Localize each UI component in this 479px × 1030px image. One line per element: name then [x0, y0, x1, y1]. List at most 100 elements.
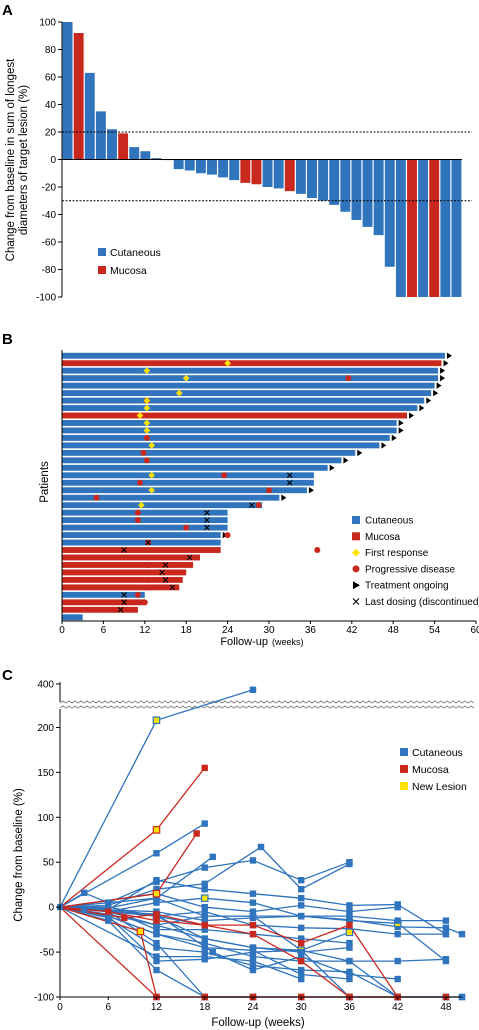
b-patient-bar	[62, 606, 138, 613]
c-data-point	[153, 917, 160, 924]
panel-c-axis-break	[59, 682, 475, 709]
c-data-point	[298, 939, 305, 947]
b-treatment-ongoing-marker	[391, 434, 397, 442]
c-ytick-label: 50	[43, 858, 55, 869]
b-patient-bar	[62, 412, 407, 419]
panel-c: C Change from baseline (%) 400 200 150 100 5…	[2, 667, 475, 1029]
c-data-point	[346, 912, 353, 920]
b-treatment-ongoing-marker	[398, 419, 404, 427]
b-xtick-label: 54	[429, 625, 441, 636]
c-new-lesion-point	[152, 716, 161, 725]
c-new-lesion-point	[345, 928, 354, 937]
a-bar	[229, 159, 240, 181]
a-ytick-label: -80	[42, 265, 57, 276]
b-xtick-label: 24	[222, 625, 234, 636]
panel-c-ylabel: Change from baseline (%)	[13, 788, 25, 922]
a-bar	[95, 111, 106, 160]
c-data-point	[298, 975, 305, 983]
c-data-point	[121, 914, 128, 922]
b-patient-bar	[62, 449, 356, 456]
c-data-point	[201, 939, 208, 947]
a-ytick-label: -20	[42, 183, 57, 194]
c-data-point	[201, 885, 208, 893]
c-xtick-label: 12	[151, 1002, 163, 1013]
c-series-line-cutaneous	[59, 897, 463, 935]
c-data-point	[201, 820, 208, 827]
b-treatment-ongoing-marker	[419, 404, 425, 412]
b-xtick-label: 30	[263, 625, 275, 636]
c-data-point	[201, 921, 208, 929]
b-progression-marker	[143, 457, 150, 464]
c-data-point	[298, 912, 305, 920]
a-bar	[429, 159, 440, 297]
b-legend-swatch-ongoing	[353, 581, 360, 590]
c-new-lesion-point	[152, 889, 161, 898]
b-legend-swatch-cutaneous	[352, 516, 360, 524]
a-bar	[373, 159, 384, 236]
panel-c-xlabel: Follow-up (weeks)	[211, 1017, 304, 1029]
a-ytick-label: -60	[42, 238, 57, 249]
b-treatment-ongoing-marker	[343, 457, 349, 464]
panel-b-xlabel: Follow-up	[220, 636, 268, 648]
c-ytick-label: -100	[34, 993, 54, 1004]
b-treatment-ongoing-marker	[443, 360, 449, 367]
b-last-dose-marker	[169, 584, 176, 591]
c-data-point	[346, 902, 353, 909]
c-xtick-label: 24	[247, 1002, 259, 1013]
b-progression-marker	[145, 576, 152, 583]
c-data-point	[153, 850, 160, 857]
b-treatment-ongoing-marker	[446, 352, 452, 359]
legend-label-cutaneous: Cutaneous	[110, 247, 161, 259]
panel-a: A Change from baseline in sum of longest…	[2, 2, 472, 304]
c-data-point	[458, 930, 466, 938]
a-bar	[62, 22, 73, 160]
c-new-lesion-point	[200, 894, 209, 902]
a-bar	[240, 159, 251, 183]
a-bar	[73, 33, 84, 160]
c-data-point	[298, 902, 305, 909]
c-data-point	[201, 764, 208, 772]
a-bar	[440, 159, 451, 297]
c-data-point	[249, 930, 257, 938]
a-bar	[184, 159, 195, 171]
b-treatment-ongoing-marker	[357, 449, 363, 457]
b-progression-marker	[266, 487, 272, 494]
c-ytick-label: 100	[37, 813, 54, 824]
b-treatment-ongoing-marker	[329, 464, 335, 472]
a-bar	[251, 159, 262, 185]
b-last-dose-marker	[204, 524, 210, 531]
c-data-point	[346, 939, 353, 947]
a-ytick-label: 20	[45, 128, 57, 139]
b-progression-marker	[134, 517, 141, 524]
b-treatment-ongoing-marker	[381, 442, 387, 449]
c-data-point	[249, 953, 257, 960]
b-last-dose-marker	[121, 592, 127, 598]
b-last-dose-marker	[159, 569, 165, 576]
a-ytick-label: 0	[50, 155, 56, 166]
c-series-line-mucosa	[59, 906, 399, 998]
c-data-point	[201, 953, 208, 960]
b-first-response-marker	[143, 419, 151, 427]
b-patient-bar	[62, 397, 425, 404]
c-data-point	[105, 917, 112, 924]
c-xtick-label: 30	[296, 1002, 308, 1013]
b-progression-marker	[145, 584, 152, 591]
c-data-point	[298, 894, 305, 902]
b-progression-marker	[134, 591, 141, 598]
c-data-point	[298, 948, 305, 956]
c-data-point	[442, 924, 450, 932]
a-bar	[351, 159, 362, 220]
a-bar	[362, 159, 373, 227]
c-data-point	[201, 864, 208, 871]
c-series-line-mucosa	[59, 906, 398, 998]
b-progression-marker	[136, 479, 143, 486]
c-data-point	[153, 953, 160, 960]
c-data-point	[249, 966, 257, 974]
b-patient-bar	[62, 554, 200, 561]
b-progression-marker	[141, 599, 148, 606]
c-data-point	[153, 939, 160, 947]
c-data-point	[298, 924, 305, 932]
b-progression-marker	[255, 502, 262, 509]
b-patient-bar	[62, 390, 432, 397]
b-xtick-label: 0	[59, 625, 65, 636]
